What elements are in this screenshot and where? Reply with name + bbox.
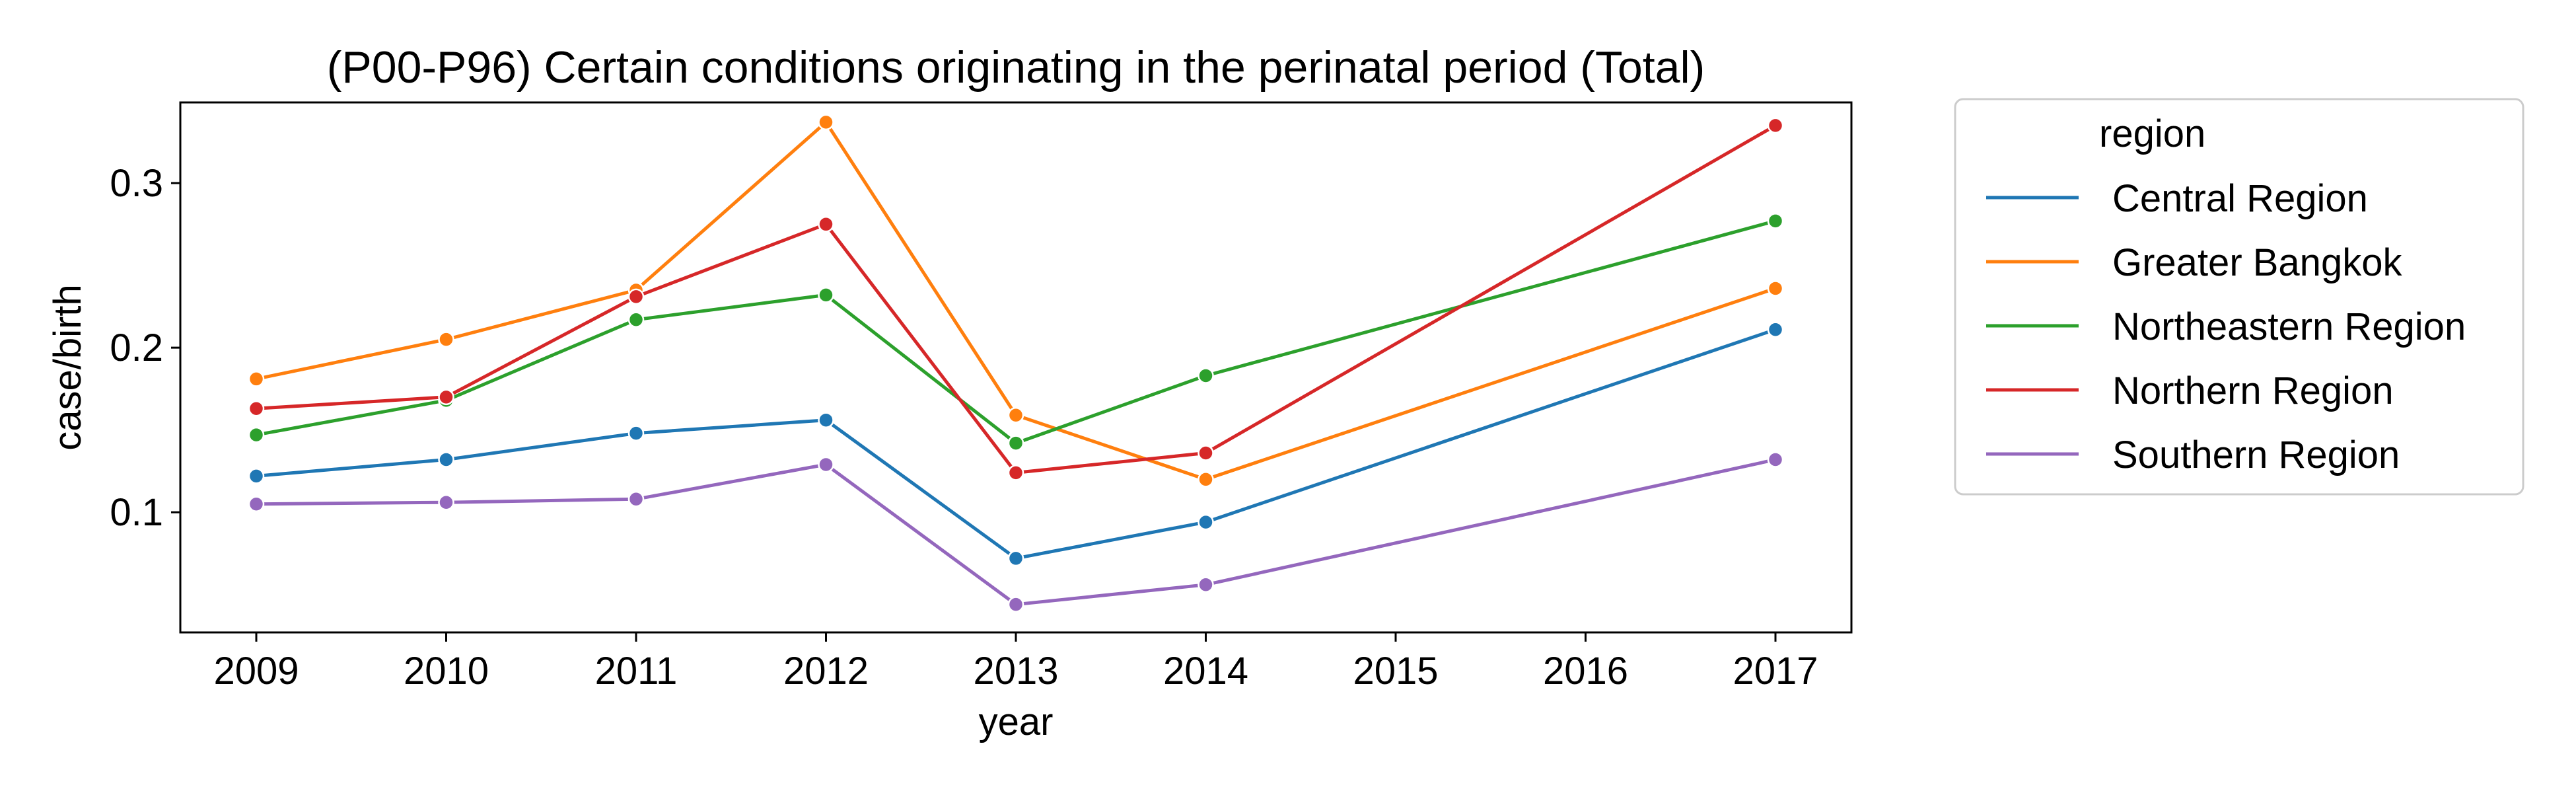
- x-tick-label: 2015: [1353, 650, 1438, 693]
- chart-title: (P00-P96) Certain conditions originating…: [327, 42, 1705, 93]
- legend-label: Central Region: [2112, 177, 2368, 220]
- data-point: [248, 426, 265, 443]
- series-group: [248, 114, 1784, 488]
- data-point: [1007, 550, 1024, 567]
- x-tick-label: 2014: [1163, 650, 1248, 693]
- series-group: [248, 117, 1784, 481]
- data-point: [627, 491, 645, 508]
- data-point: [1007, 596, 1024, 613]
- data-point: [627, 288, 645, 305]
- y-tick-label: 0.3: [110, 162, 163, 205]
- data-point: [818, 412, 834, 428]
- x-tick-label: 2010: [404, 650, 489, 693]
- legend-entries: Central Region Greater Bangkok Northeaster…: [1986, 177, 2466, 476]
- x-axis: 2009 2010 2011 2012 2013 2014 2015 2016 2017: [213, 632, 1818, 693]
- x-tick-label: 2011: [595, 650, 678, 693]
- legend: region Central Region Greater Bangkok Nort…: [1954, 98, 2524, 496]
- data-point: [438, 451, 454, 468]
- y-tick-label: 0.1: [110, 491, 163, 534]
- x-tick-label: 2017: [1733, 650, 1818, 693]
- legend-title: region: [2099, 112, 2205, 155]
- data-point: [248, 468, 265, 484]
- x-axis-label: year: [979, 700, 1054, 743]
- data-point: [1198, 471, 1214, 488]
- data-point: [1767, 213, 1784, 229]
- data-point: [438, 389, 454, 406]
- legend-label: Northern Region: [2112, 369, 2394, 412]
- data-point: [1767, 321, 1784, 338]
- data-point: [1198, 367, 1214, 384]
- data-point: [438, 331, 454, 348]
- data-point: [248, 496, 265, 512]
- y-tick-label: 0.2: [110, 326, 163, 369]
- data-point: [1767, 451, 1784, 468]
- series-line: [256, 120, 1776, 481]
- data-point: [627, 311, 645, 328]
- series-group: [248, 451, 1784, 613]
- data-point: [1007, 435, 1024, 451]
- data-point: [1767, 280, 1784, 297]
- plot-area: [248, 114, 1784, 613]
- legend-label: Greater Bangkok: [2112, 241, 2402, 284]
- data-point: [1198, 576, 1214, 593]
- legend-frame: [1954, 98, 2524, 496]
- data-point: [248, 400, 265, 417]
- x-tick-label: 2013: [973, 650, 1058, 693]
- legend-label: Southern Region: [2112, 434, 2400, 476]
- data-point: [1007, 406, 1024, 424]
- data-point: [1767, 117, 1784, 134]
- data-point: [818, 216, 834, 233]
- data-point: [818, 287, 834, 303]
- series-line: [256, 458, 1776, 607]
- data-point: [1198, 513, 1214, 531]
- data-point: [1198, 445, 1214, 461]
- data-point: [248, 371, 265, 387]
- x-tick-label: 2009: [213, 650, 299, 693]
- x-tick-label: 2012: [783, 650, 869, 693]
- data-point: [1007, 465, 1024, 481]
- data-point: [627, 425, 645, 441]
- data-point: [818, 114, 834, 131]
- x-tick-label: 2016: [1543, 650, 1628, 693]
- legend-label: Northeastern Region: [2112, 305, 2466, 348]
- y-axis: 0.1 0.2 0.3: [110, 162, 180, 534]
- data-point: [818, 456, 834, 473]
- y-axis-label: case/birth: [46, 284, 89, 450]
- series-group: [248, 321, 1784, 567]
- data-point: [438, 494, 454, 511]
